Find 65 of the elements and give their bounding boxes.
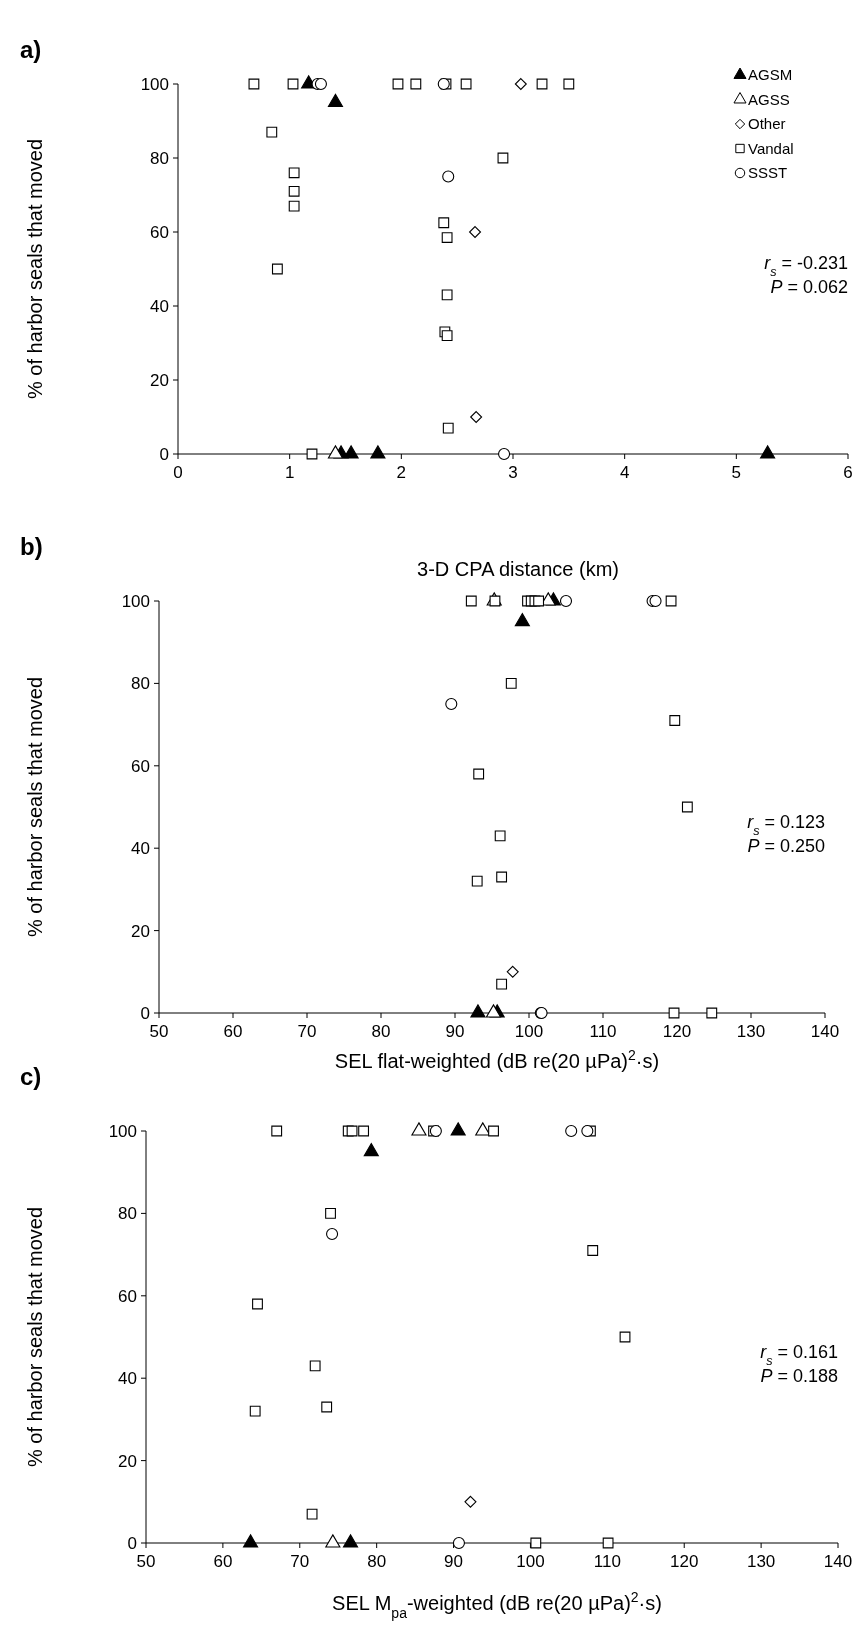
x-tick-label: 3 — [508, 463, 518, 482]
x-tick-label: 110 — [593, 1552, 621, 1571]
y-tick-label: 40 — [118, 1369, 137, 1389]
chart-title: b) — [20, 533, 43, 560]
y-axis-title: % of harbor seals that moved — [24, 138, 46, 400]
x-tick-label: 5 — [731, 463, 742, 482]
y-tick-label: 60 — [150, 222, 169, 242]
x-tick-label: 60 — [213, 1552, 233, 1571]
y-tick-label: 100 — [140, 74, 169, 94]
x-tick-label: 70 — [297, 1022, 317, 1041]
x-tick-label: 70 — [290, 1552, 310, 1571]
x-tick-label: 2 — [396, 463, 407, 482]
annotation: P = 0.062 — [770, 277, 848, 297]
chart-title: c) — [20, 1063, 42, 1090]
legend-label: AGSS — [748, 90, 790, 108]
x-tick-label: 120 — [670, 1552, 699, 1571]
y-tick-label: 0 — [159, 444, 169, 464]
y-tick-label: 0 — [127, 1533, 137, 1553]
legend-label: AGSM — [748, 66, 793, 84]
y-tick-label: 0 — [140, 1003, 150, 1023]
legend-label: Vandal — [748, 139, 794, 157]
y-tick-label: 100 — [121, 591, 150, 611]
x-tick-label: 130 — [746, 1552, 776, 1571]
chart-title: a) — [20, 36, 42, 63]
y-tick-label: 20 — [131, 921, 150, 941]
annotation: r$_{s}$ = 0.161 — [760, 1342, 838, 1368]
y-tick-label: 80 — [118, 1204, 137, 1224]
y-axis-title: % of harbor seals that moved — [24, 1206, 46, 1468]
x-tick-label: 120 — [662, 1022, 692, 1041]
y-tick-label: 80 — [150, 148, 169, 168]
y-tick-label: 40 — [131, 839, 150, 859]
x-tick-label: 6 — [843, 463, 853, 482]
x-tick-label: 100 — [516, 1552, 545, 1571]
x-tick-label: 1 — [284, 463, 295, 482]
x-tick-label: 100 — [514, 1022, 544, 1041]
x-tick-label: 50 — [136, 1552, 156, 1571]
y-tick-label: 100 — [108, 1121, 137, 1141]
legend-label: SSST — [748, 164, 788, 182]
x-tick-label: 140 — [810, 1022, 840, 1041]
x-tick-label: 140 — [823, 1552, 853, 1571]
y-tick-label: 20 — [118, 1451, 137, 1471]
x-tick-label: 80 — [367, 1552, 387, 1571]
x-tick-label: 0 — [173, 463, 183, 482]
x-tick-label: 80 — [371, 1022, 391, 1041]
y-tick-label: 20 — [150, 370, 169, 390]
annotation: r$_{s}$ = 0.123 — [747, 812, 825, 838]
x-tick-label: 90 — [444, 1552, 464, 1571]
annotation: P = 0.188 — [760, 1366, 838, 1386]
x-tick-label: 4 — [619, 463, 630, 482]
legend-label: Other — [748, 115, 786, 133]
x-tick-label: 60 — [223, 1022, 243, 1041]
x-tick-label: 110 — [589, 1022, 617, 1041]
y-axis-title: % of harbor seals that moved — [24, 676, 46, 938]
y-tick-label: 60 — [118, 1286, 137, 1306]
x-tick-label: 90 — [445, 1022, 465, 1041]
y-tick-label: 40 — [150, 296, 169, 316]
x-axis-title: 3-D CPA distance (km) — [417, 558, 619, 580]
y-tick-label: 80 — [131, 674, 150, 694]
x-axis-title: SEL flat-weighted (dB re(20 µPa)$^{2}$·s) — [334, 1047, 660, 1072]
annotation: r$_{s}$ = -0.231 — [764, 253, 848, 279]
x-tick-label: 50 — [149, 1022, 169, 1041]
annotation: P = 0.250 — [747, 836, 825, 856]
x-tick-label: 130 — [736, 1022, 766, 1041]
x-axis-title: SEL M$_{pa}$-weighted (dB re(20 µPa)$^{2}$·s) — [332, 1589, 662, 1621]
y-tick-label: 60 — [131, 756, 150, 776]
